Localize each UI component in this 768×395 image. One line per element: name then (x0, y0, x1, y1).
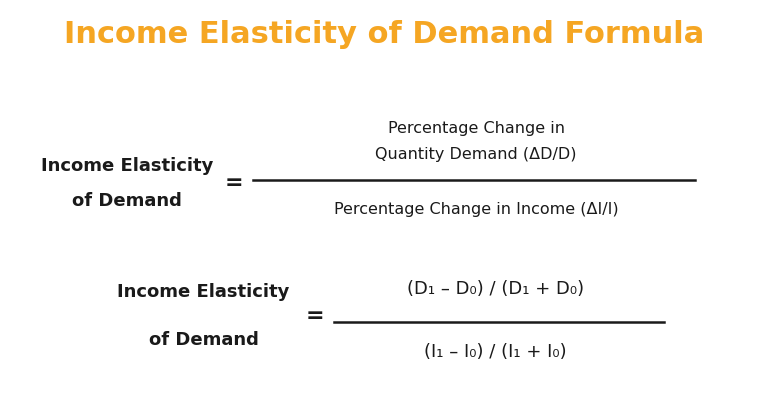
Text: of Demand: of Demand (148, 331, 259, 349)
Text: =: = (306, 306, 324, 326)
Text: (I₁ – I₀) / (I₁ + I₀): (I₁ – I₀) / (I₁ + I₀) (424, 342, 567, 361)
Text: (D₁ – D₀) / (D₁ + D₀): (D₁ – D₀) / (D₁ + D₀) (407, 280, 584, 298)
Text: =: = (225, 173, 243, 193)
Text: Income Elasticity: Income Elasticity (41, 157, 213, 175)
Text: Percentage Change in: Percentage Change in (388, 121, 564, 136)
Text: Quantity Demand (ΔD/D): Quantity Demand (ΔD/D) (376, 147, 577, 162)
Text: of Demand: of Demand (71, 192, 182, 211)
Text: Income Elasticity: Income Elasticity (118, 283, 290, 301)
Text: Percentage Change in Income (ΔI/I): Percentage Change in Income (ΔI/I) (334, 202, 618, 217)
Text: Income Elasticity of Demand Formula: Income Elasticity of Demand Formula (64, 20, 704, 49)
